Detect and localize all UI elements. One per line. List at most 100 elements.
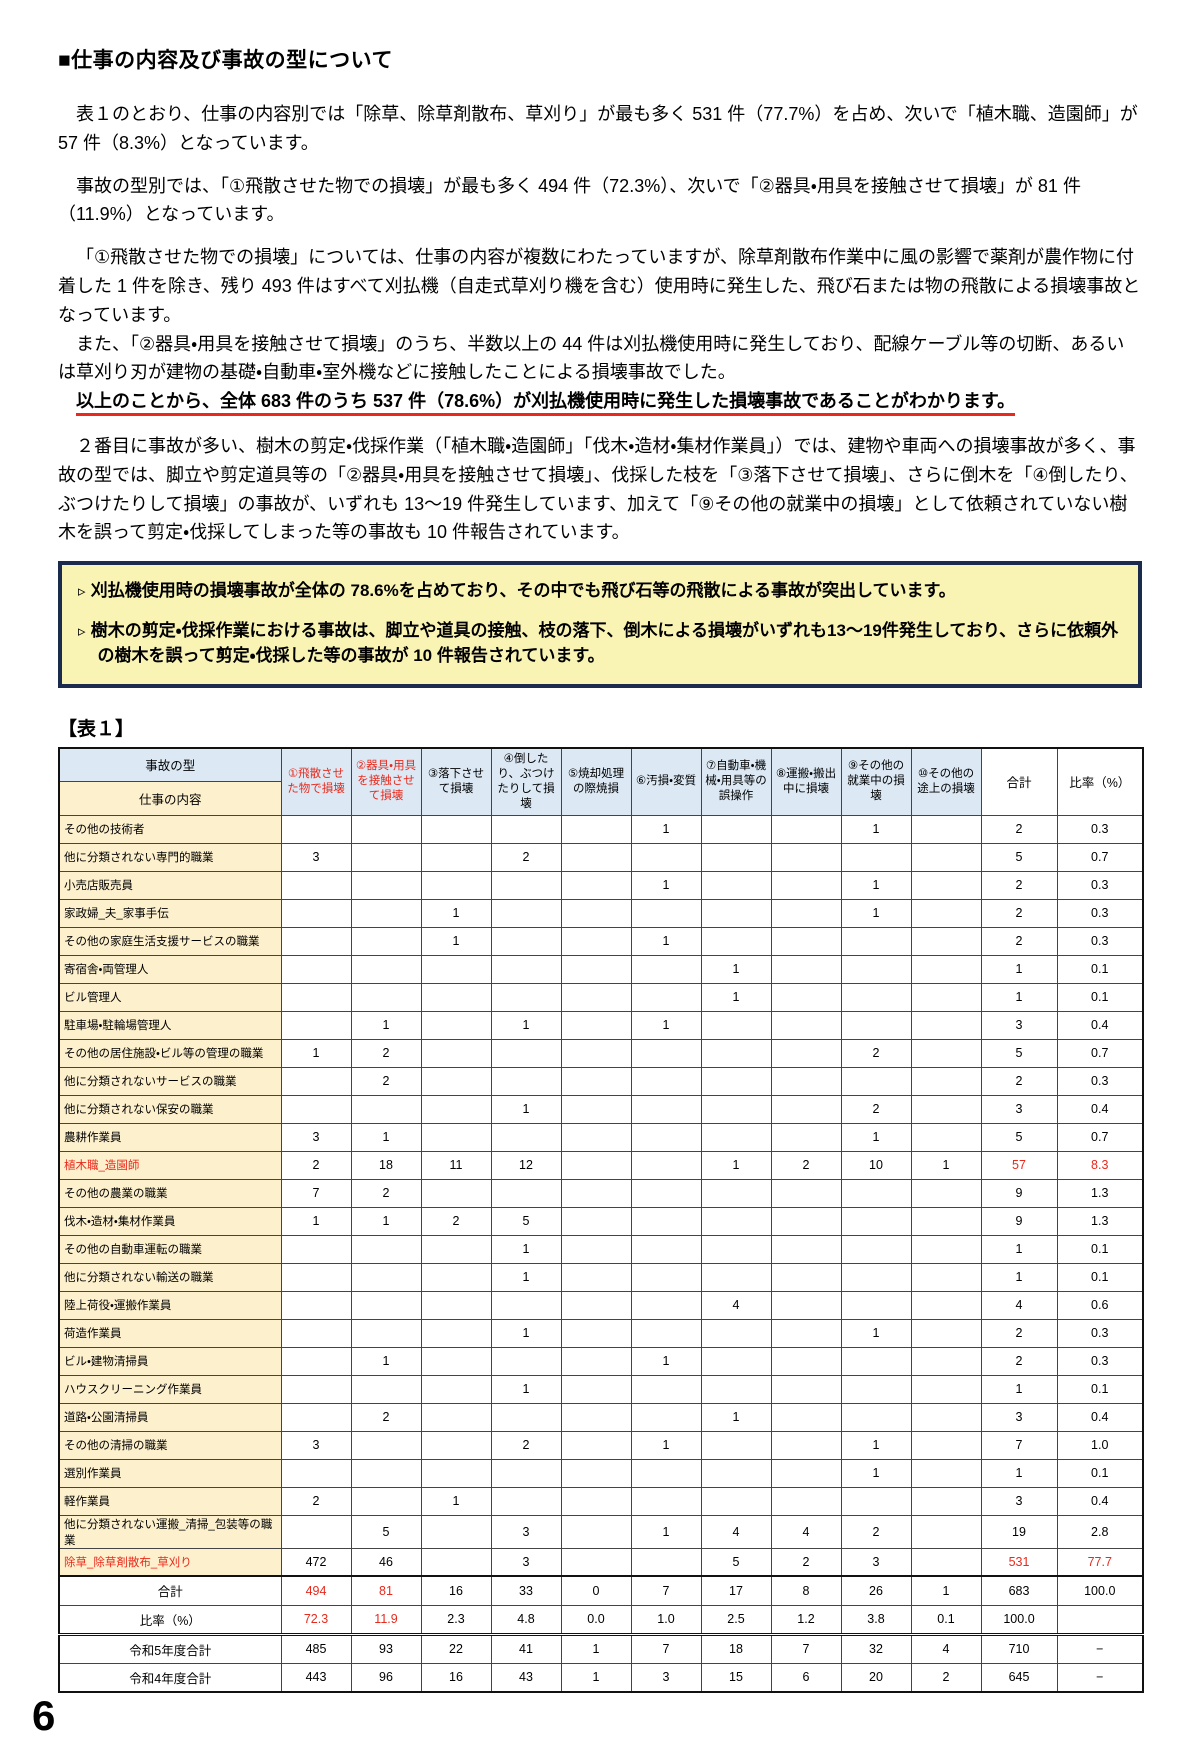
cell [700, 898, 772, 928]
cell [490, 1290, 562, 1320]
cell: 3 [840, 1547, 912, 1577]
cell: 0.1 [1056, 1458, 1144, 1488]
cell: 0.4 [1056, 1094, 1144, 1124]
cell [630, 1066, 702, 1096]
table-row: その他の居住施設・ビル等の管理の職業 1 2 2 5 0.7 [58, 1038, 1144, 1068]
table-row: ビル管理人 1 1 0.1 [58, 982, 1144, 1012]
cell [910, 1430, 982, 1460]
cell [910, 1374, 982, 1404]
cell [910, 1290, 982, 1320]
cell: 2 [350, 1066, 422, 1096]
row-label: その他の家庭生活支援サービスの職業 [58, 926, 282, 956]
cell [910, 1206, 982, 1236]
col-header-3: ③落下させて損壊 [420, 747, 492, 816]
row-label: 農耕作業員 [58, 1122, 282, 1152]
row-label: 陸上荷役・運搬作業員 [58, 1290, 282, 1320]
cell [560, 1150, 632, 1180]
cell: 72.3 [280, 1604, 352, 1635]
table-row: その他の家庭生活支援サービスの職業 1 1 2 0.3 [58, 926, 1144, 956]
cell [910, 926, 982, 956]
cell [910, 870, 982, 900]
cell [910, 898, 982, 928]
cell [490, 926, 562, 956]
cell: 4 [700, 1290, 772, 1320]
table-row: ビル・建物清掃員 1 1 2 0.3 [58, 1346, 1144, 1376]
cell [560, 1038, 632, 1068]
cell: 4 [910, 1632, 982, 1664]
cell [350, 1458, 422, 1488]
row-label: 合計 [58, 1575, 282, 1606]
cell [630, 842, 702, 872]
cell [630, 1038, 702, 1068]
cell: 0.0 [560, 1604, 632, 1635]
row-label: 小売店販売員 [58, 870, 282, 900]
cell [630, 1150, 702, 1180]
cell: 1 [490, 1374, 562, 1404]
cell [280, 898, 352, 928]
cell: 1 [700, 1402, 772, 1432]
cell: 9 [980, 1206, 1058, 1236]
cell [350, 898, 422, 928]
cell [350, 1290, 422, 1320]
cell: 1 [910, 1575, 982, 1606]
cell: 43 [490, 1662, 562, 1693]
cell [350, 1374, 422, 1404]
cell [490, 1346, 562, 1376]
cell: 1 [350, 1346, 422, 1376]
cell [630, 1486, 702, 1516]
row-label: その他の技術者 [58, 814, 282, 844]
cell: 0.7 [1056, 1038, 1144, 1068]
cell: 3 [490, 1514, 562, 1549]
cell: 10 [840, 1150, 912, 1180]
cell: 7 [980, 1430, 1058, 1460]
cell [630, 1094, 702, 1124]
cell [910, 1262, 982, 1292]
cell: 0.7 [1056, 842, 1144, 872]
cell [700, 1374, 772, 1404]
cell [840, 1346, 912, 1376]
cell [770, 842, 842, 872]
cell [630, 1458, 702, 1488]
cell: 100.0 [980, 1604, 1058, 1635]
cell: 1 [980, 982, 1058, 1012]
cell [630, 1547, 702, 1577]
cell [630, 1178, 702, 1208]
cell: 93 [350, 1632, 422, 1664]
cell [770, 1122, 842, 1152]
cell: 0.3 [1056, 814, 1144, 844]
cell: 100.0 [1056, 1575, 1144, 1606]
cell: 1 [560, 1662, 632, 1693]
cell [910, 1547, 982, 1577]
cell: 3 [630, 1662, 702, 1693]
cell [420, 1402, 492, 1432]
row-label: 道路・公園清掃員 [58, 1402, 282, 1432]
cell [350, 926, 422, 956]
cell: 32 [840, 1632, 912, 1664]
cell [700, 1122, 772, 1152]
cell: 17 [700, 1575, 772, 1606]
cell [560, 1486, 632, 1516]
cell [420, 1458, 492, 1488]
cell: 2.8 [1056, 1514, 1144, 1549]
cell [700, 1262, 772, 1292]
cell [420, 1430, 492, 1460]
cell: 18 [700, 1632, 772, 1664]
cell [280, 1374, 352, 1404]
cell [840, 926, 912, 956]
cell [630, 1402, 702, 1432]
cell: 81 [350, 1575, 422, 1606]
cell [700, 1458, 772, 1488]
cell [560, 1514, 632, 1549]
cell: 645 [980, 1662, 1058, 1693]
cell [280, 1066, 352, 1096]
cell [910, 1234, 982, 1264]
cell [280, 870, 352, 900]
cell [420, 1290, 492, 1320]
cell [840, 1262, 912, 1292]
table-row: 家政婦_夫_家事手伝 1 1 2 0.3 [58, 898, 1144, 928]
cell [770, 1458, 842, 1488]
table-row: 令和5年度合計 485 93 22 41 1 7 18 7 32 4 710− [58, 1632, 1144, 1664]
cell [840, 1066, 912, 1096]
cell: 2.3 [420, 1604, 492, 1635]
cell: 1 [280, 1206, 352, 1236]
